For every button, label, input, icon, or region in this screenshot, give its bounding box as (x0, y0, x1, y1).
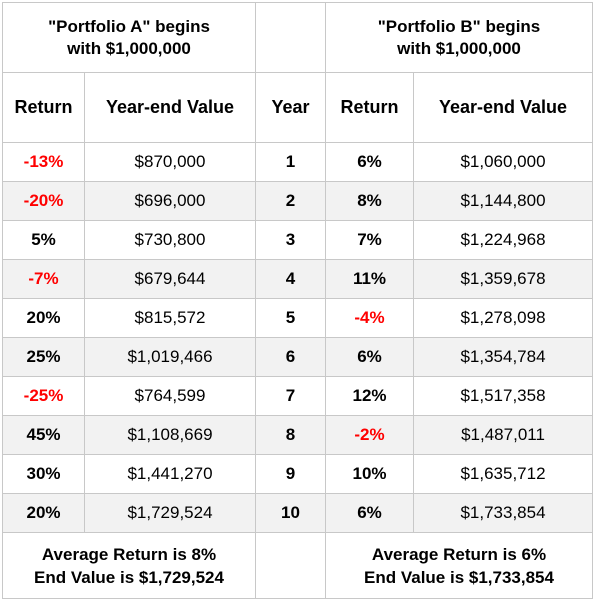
portfolio-b-value-cell: $1,359,678 (412, 259, 594, 299)
year-cell: 6 (255, 337, 326, 377)
portfolio-b-value-cell: $1,487,011 (412, 415, 594, 455)
year-cell: 8 (255, 415, 326, 455)
portfolio-b-average-return: Average Return is 6% (371, 544, 547, 564)
year-cell: 2 (255, 181, 326, 221)
year-summary-blank (255, 532, 326, 599)
portfolio-a-end-value: End Value is $1,729,524 (34, 567, 224, 587)
portfolio-b-value-cell: $1,517,358 (412, 376, 594, 416)
portfolio-a-value-cell: $764,599 (84, 376, 256, 416)
portfolio-a-value-cell: $1,019,466 (84, 337, 256, 377)
portfolio-a-return-cell: -25% (2, 376, 85, 416)
portfolio-a-value-cell: $815,572 (84, 298, 256, 338)
portfolio-b-value-cell: $1,144,800 (412, 181, 594, 221)
year-cell: 7 (255, 376, 326, 416)
year-cell: 1 (255, 142, 326, 182)
year-cell: 10 (255, 493, 326, 533)
portfolio-b-value-cell: $1,733,854 (412, 493, 594, 533)
portfolio-b-return-cell: -4% (325, 298, 414, 338)
header-b-value: Year-end Value (412, 72, 594, 143)
portfolio-b-return-cell: 6% (325, 493, 414, 533)
portfolio-b-value-cell: $1,635,712 (412, 454, 594, 494)
portfolio-b-return-cell: 11% (325, 259, 414, 299)
portfolio-a-value-cell: $696,000 (84, 181, 256, 221)
table-row: 20% $1,729,524 10 6% $1,733,854 (2, 493, 594, 533)
table-row: 25% $1,019,466 6 6% $1,354,784 (2, 337, 594, 377)
portfolio-a-value-cell: $679,644 (84, 259, 256, 299)
portfolio-a-title-line2: with $1,000,000 (67, 38, 191, 58)
header-b-return: Return (325, 72, 414, 143)
portfolio-a-return-cell: 20% (2, 493, 85, 533)
portfolio-a-return-cell: 45% (2, 415, 85, 455)
portfolio-b-return-cell: 8% (325, 181, 414, 221)
portfolio-b-value-cell: $1,224,968 (412, 220, 594, 260)
portfolio-b-title: "Portfolio B" begins with $1,000,000 (324, 2, 594, 73)
title-row: "Portfolio A" begins with $1,000,000 "Po… (2, 2, 594, 73)
portfolio-a-return-cell: 30% (2, 454, 85, 494)
portfolio-a-average-return: Average Return is 8% (41, 544, 217, 564)
portfolio-b-end-value: End Value is $1,733,854 (364, 567, 554, 587)
portfolio-b-return-cell: 10% (325, 454, 414, 494)
portfolio-b-summary: Average Return is 6% End Value is $1,733… (324, 532, 594, 599)
portfolio-b-return-cell: 6% (325, 142, 414, 182)
portfolio-a-return-cell: 25% (2, 337, 85, 377)
portfolio-b-title-line2: with $1,000,000 (397, 38, 521, 58)
portfolio-a-return-cell: 5% (2, 220, 85, 260)
portfolio-a-return-cell: -13% (2, 142, 85, 182)
portfolio-a-return-cell: 20% (2, 298, 85, 338)
portfolio-a-value-cell: $1,729,524 (84, 493, 256, 533)
portfolio-a-return-cell: -7% (2, 259, 85, 299)
portfolio-a-title-line1: "Portfolio A" begins (48, 16, 210, 36)
table-row: -13% $870,000 1 6% $1,060,000 (2, 142, 594, 182)
portfolio-a-value-cell: $870,000 (84, 142, 256, 182)
table-row: 5% $730,800 3 7% $1,224,968 (2, 220, 594, 260)
table-row: 20% $815,572 5 -4% $1,278,098 (2, 298, 594, 338)
year-cell: 9 (255, 454, 326, 494)
year-cell: 4 (255, 259, 326, 299)
year-cell: 3 (255, 220, 326, 260)
table-row: 30% $1,441,270 9 10% $1,635,712 (2, 454, 594, 494)
year-title-blank (255, 2, 326, 73)
table-row: -7% $679,644 4 11% $1,359,678 (2, 259, 594, 299)
portfolio-b-return-cell: 6% (325, 337, 414, 377)
portfolio-a-title: "Portfolio A" begins with $1,000,000 (2, 2, 256, 73)
portfolio-b-value-cell: $1,060,000 (412, 142, 594, 182)
table-row: 45% $1,108,669 8 -2% $1,487,011 (2, 415, 594, 455)
portfolio-a-value-cell: $1,441,270 (84, 454, 256, 494)
portfolio-a-value-cell: $1,108,669 (84, 415, 256, 455)
portfolio-a-return-cell: -20% (2, 181, 85, 221)
portfolio-b-return-cell: 12% (325, 376, 414, 416)
header-year: Year (255, 72, 326, 143)
portfolio-b-return-cell: 7% (325, 220, 414, 260)
portfolio-b-value-cell: $1,354,784 (412, 337, 594, 377)
header-a-value: Year-end Value (84, 72, 256, 143)
portfolio-a-value-cell: $730,800 (84, 220, 256, 260)
header-a-return: Return (2, 72, 85, 143)
summary-row: Average Return is 8% End Value is $1,729… (2, 532, 594, 599)
year-cell: 5 (255, 298, 326, 338)
portfolio-b-title-line1: "Portfolio B" begins (377, 16, 541, 36)
portfolio-a-summary: Average Return is 8% End Value is $1,729… (2, 532, 256, 599)
header-row: Return Year-end Value Year Return Year-e… (2, 72, 594, 143)
table-row: -20% $696,000 2 8% $1,144,800 (2, 181, 594, 221)
portfolio-b-return-cell: -2% (325, 415, 414, 455)
portfolio-b-value-cell: $1,278,098 (412, 298, 594, 338)
table-row: -25% $764,599 7 12% $1,517,358 (2, 376, 594, 416)
